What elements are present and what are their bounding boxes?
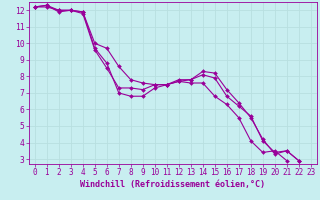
X-axis label: Windchill (Refroidissement éolien,°C): Windchill (Refroidissement éolien,°C) (80, 180, 265, 189)
